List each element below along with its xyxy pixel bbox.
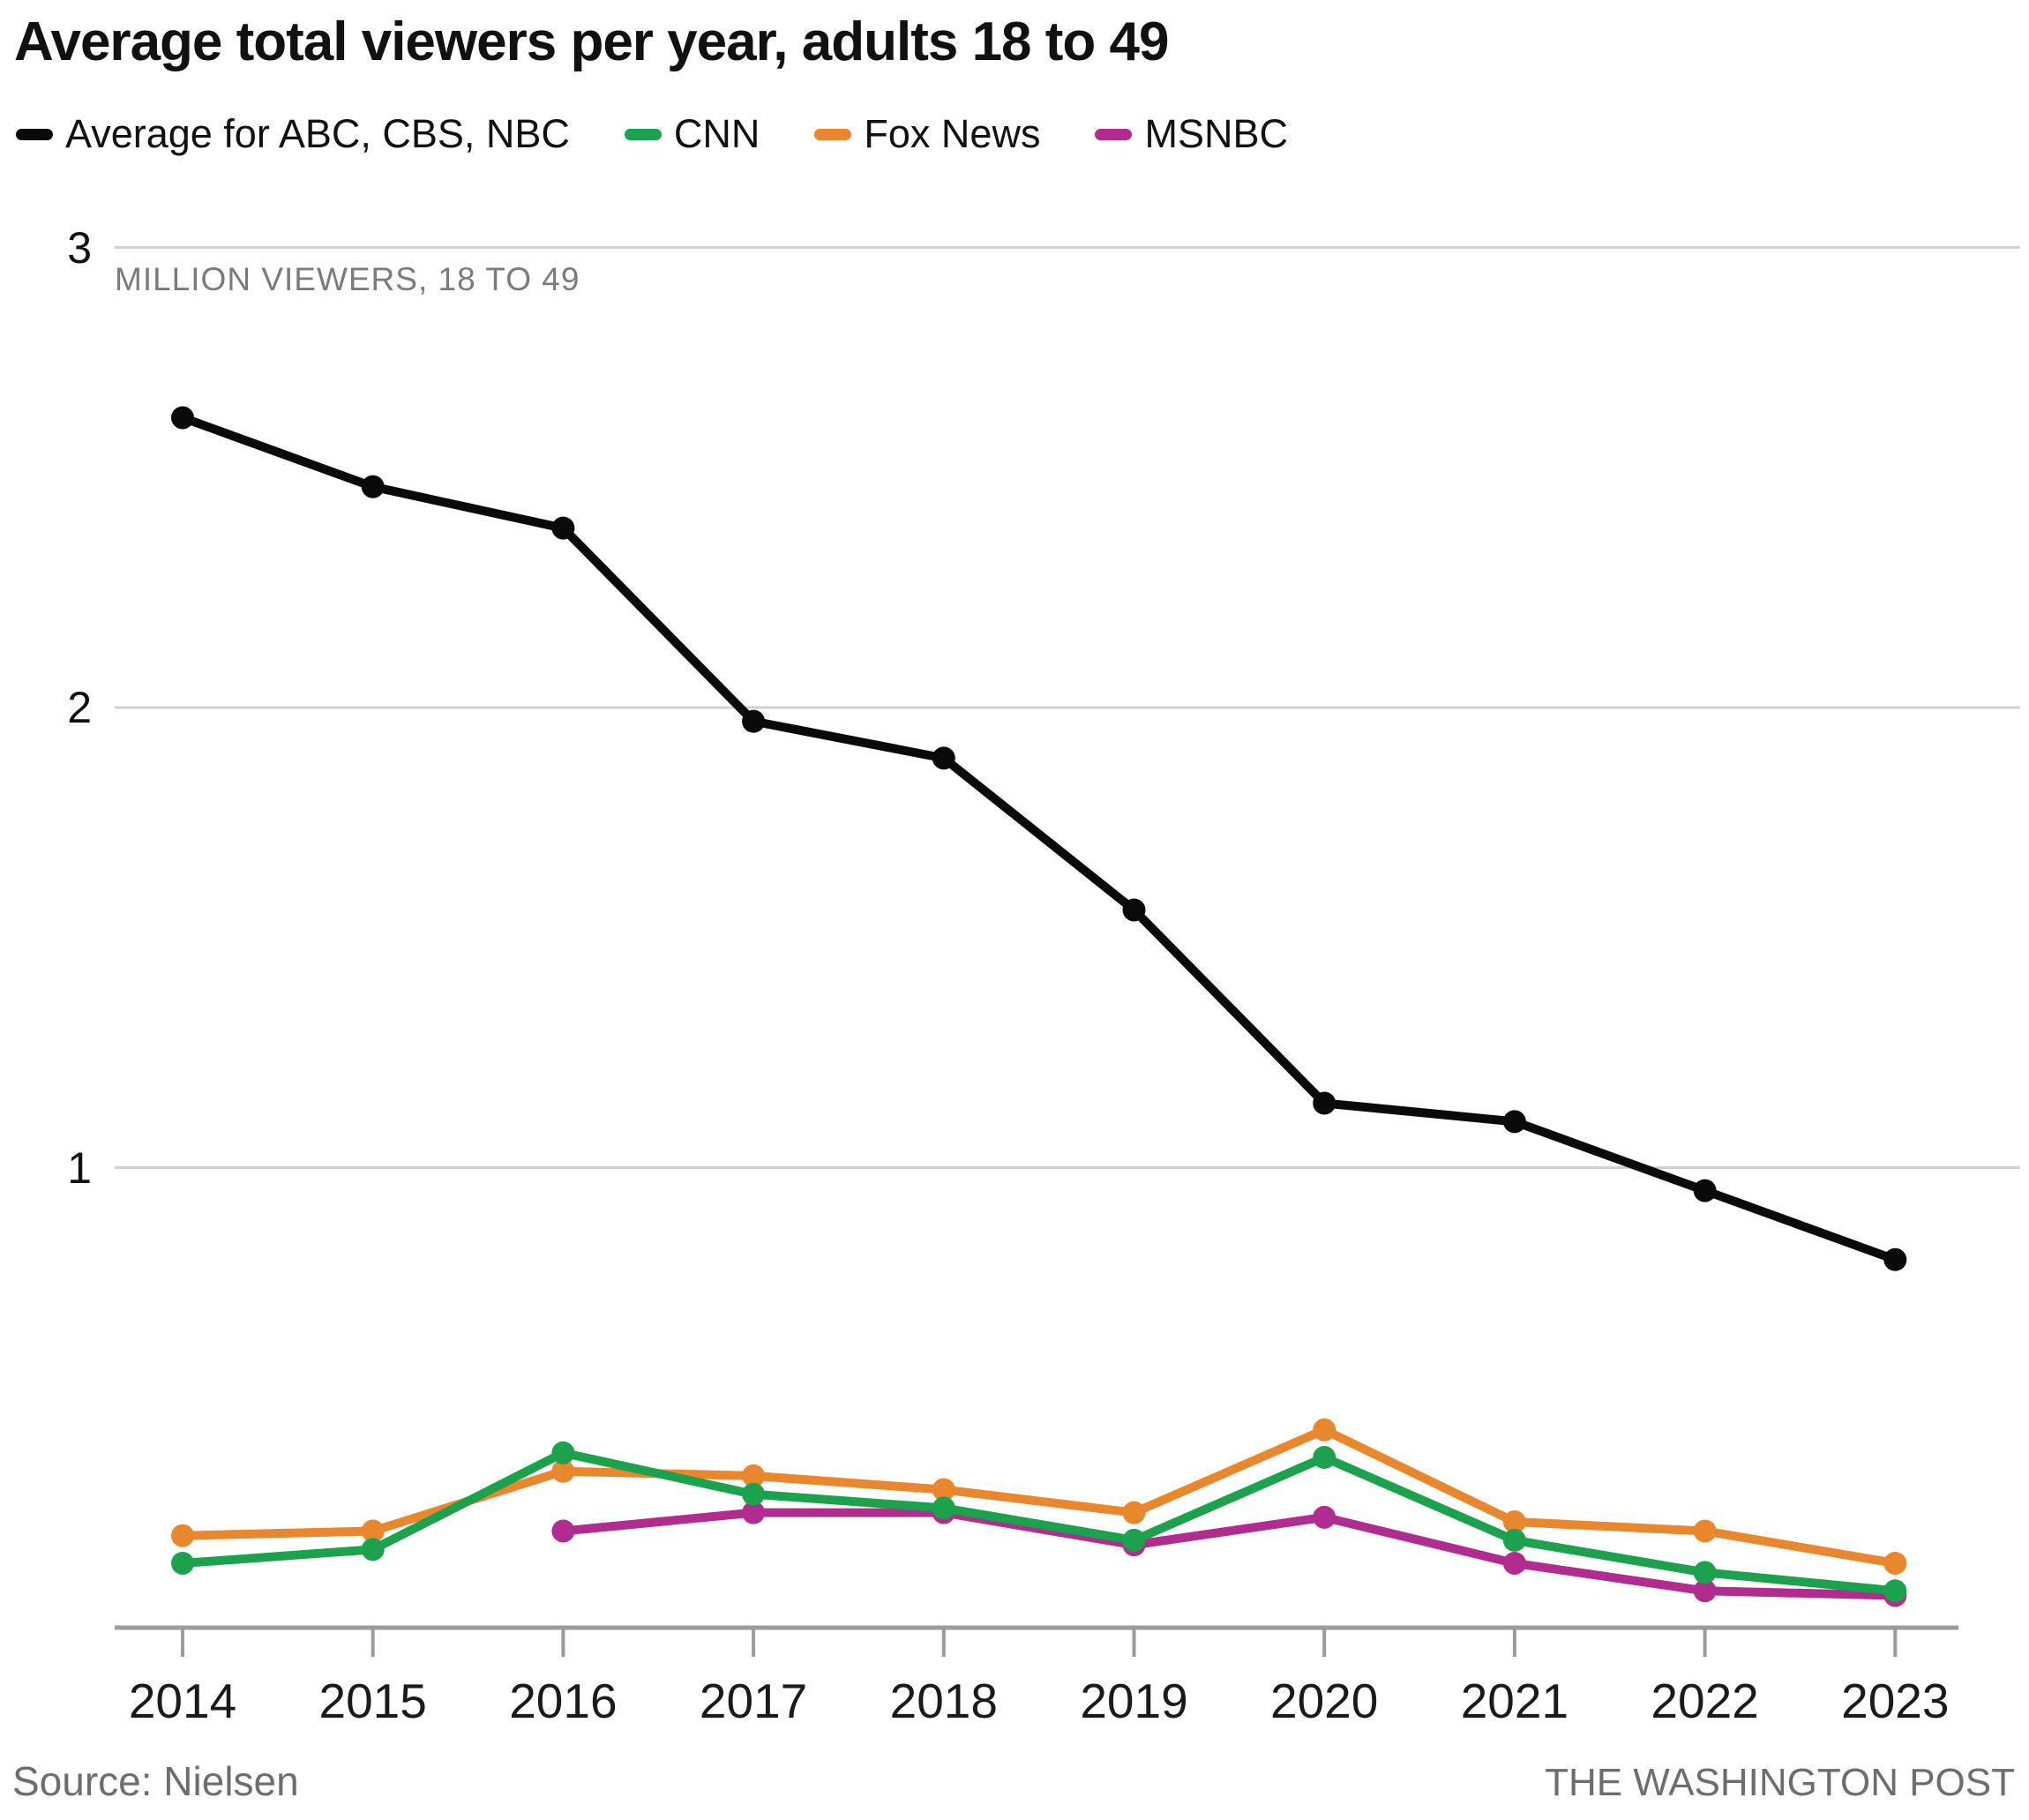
x-axis-label-2016: 2016 (509, 1674, 618, 1728)
data-point-fox-news (1693, 1519, 1717, 1543)
data-point-fox-news (932, 1478, 955, 1502)
msnbc-swatch-icon (1095, 128, 1133, 140)
data-point-average-for-abc-cbs-nbc (1122, 898, 1146, 922)
series-line-cnn (178, 1448, 1900, 1596)
x-axis-label-2021: 2021 (1460, 1674, 1569, 1728)
data-point-cnn (1313, 1446, 1336, 1470)
data-point-average-for-abc-cbs-nbc (171, 406, 194, 430)
x-axis-label-2023: 2023 (1841, 1674, 1950, 1728)
series-line-fox-news (178, 1425, 1900, 1568)
x-axis-label-2022: 2022 (1651, 1674, 1759, 1728)
data-point-cnn (171, 1551, 194, 1575)
publisher-credit: THE WASHINGTON POST (1545, 1761, 2015, 1804)
data-point-average-for-abc-cbs-nbc (932, 746, 955, 770)
broadcast-average-swatch-icon (16, 128, 53, 140)
data-point-fox-news (361, 1519, 385, 1543)
page-title: Average total viewers per year, adults 1… (14, 11, 1169, 72)
data-point-fox-news (1502, 1510, 1526, 1534)
legend-item-broadcast-average: Average for ABC, CBS, NBC (16, 111, 570, 157)
y-axis-label-3: 3 (67, 222, 92, 273)
data-point-cnn (1883, 1579, 1907, 1603)
data-point-fox-news (742, 1464, 766, 1487)
data-point-average-for-abc-cbs-nbc (1313, 1091, 1336, 1115)
data-point-fox-news (171, 1524, 194, 1547)
data-point-msnbc (1313, 1505, 1336, 1529)
data-point-fox-news (1313, 1418, 1336, 1442)
data-point-cnn (1693, 1561, 1717, 1584)
y-axis-label-2: 2 (67, 683, 92, 732)
x-axis-label-2015: 2015 (318, 1674, 427, 1728)
y-axis-unit-label: MILLION VIEWERS, 18 TO 49 (115, 261, 580, 297)
legend-label: Fox News (864, 111, 1041, 156)
data-point-msnbc (742, 1501, 766, 1524)
data-point-average-for-abc-cbs-nbc (742, 709, 766, 733)
data-point-average-for-abc-cbs-nbc (1883, 1247, 1907, 1271)
data-point-cnn (1502, 1528, 1526, 1552)
data-point-fox-news (551, 1459, 575, 1483)
y-axis-label-1: 1 (67, 1142, 92, 1193)
data-point-msnbc (1502, 1551, 1526, 1575)
fox-news-swatch-icon (814, 128, 852, 140)
legend-item-cnn: CNN (624, 111, 760, 157)
data-point-cnn (742, 1482, 766, 1506)
data-point-average-for-abc-cbs-nbc (361, 475, 385, 498)
data-point-msnbc (551, 1519, 575, 1543)
legend-label: Average for ABC, CBS, NBC (65, 111, 570, 156)
x-axis-label-2017: 2017 (699, 1674, 808, 1728)
series-line-msnbc (558, 1508, 1900, 1600)
legend-item-msnbc: MSNBC (1095, 111, 1288, 157)
data-point-fox-news (1122, 1501, 1146, 1524)
data-point-cnn (932, 1496, 955, 1520)
data-point-cnn (551, 1441, 575, 1464)
x-axis-label-2018: 2018 (889, 1674, 998, 1728)
source-note: Source: Nielsen (12, 1758, 299, 1804)
data-point-average-for-abc-cbs-nbc (1693, 1179, 1717, 1202)
data-point-average-for-abc-cbs-nbc (551, 516, 575, 540)
x-axis-label-2014: 2014 (128, 1674, 237, 1728)
x-axis-label-2019: 2019 (1080, 1674, 1188, 1728)
data-point-msnbc (1693, 1579, 1717, 1603)
legend-item-fox-news: Fox News (814, 111, 1040, 157)
data-point-cnn (361, 1538, 385, 1562)
legend-label: CNN (673, 111, 760, 156)
x-axis-label-2020: 2020 (1270, 1674, 1379, 1728)
data-point-cnn (1122, 1528, 1146, 1552)
series-line-average-for-abc-cbs-nbc (178, 413, 1900, 1264)
data-point-average-for-abc-cbs-nbc (1502, 1110, 1526, 1134)
legend: Average for ABC, CBS, NBC CNN Fox News M… (16, 111, 1288, 157)
legend-label: MSNBC (1144, 111, 1288, 156)
data-point-fox-news (1883, 1551, 1907, 1575)
cnn-swatch-icon (624, 128, 662, 140)
